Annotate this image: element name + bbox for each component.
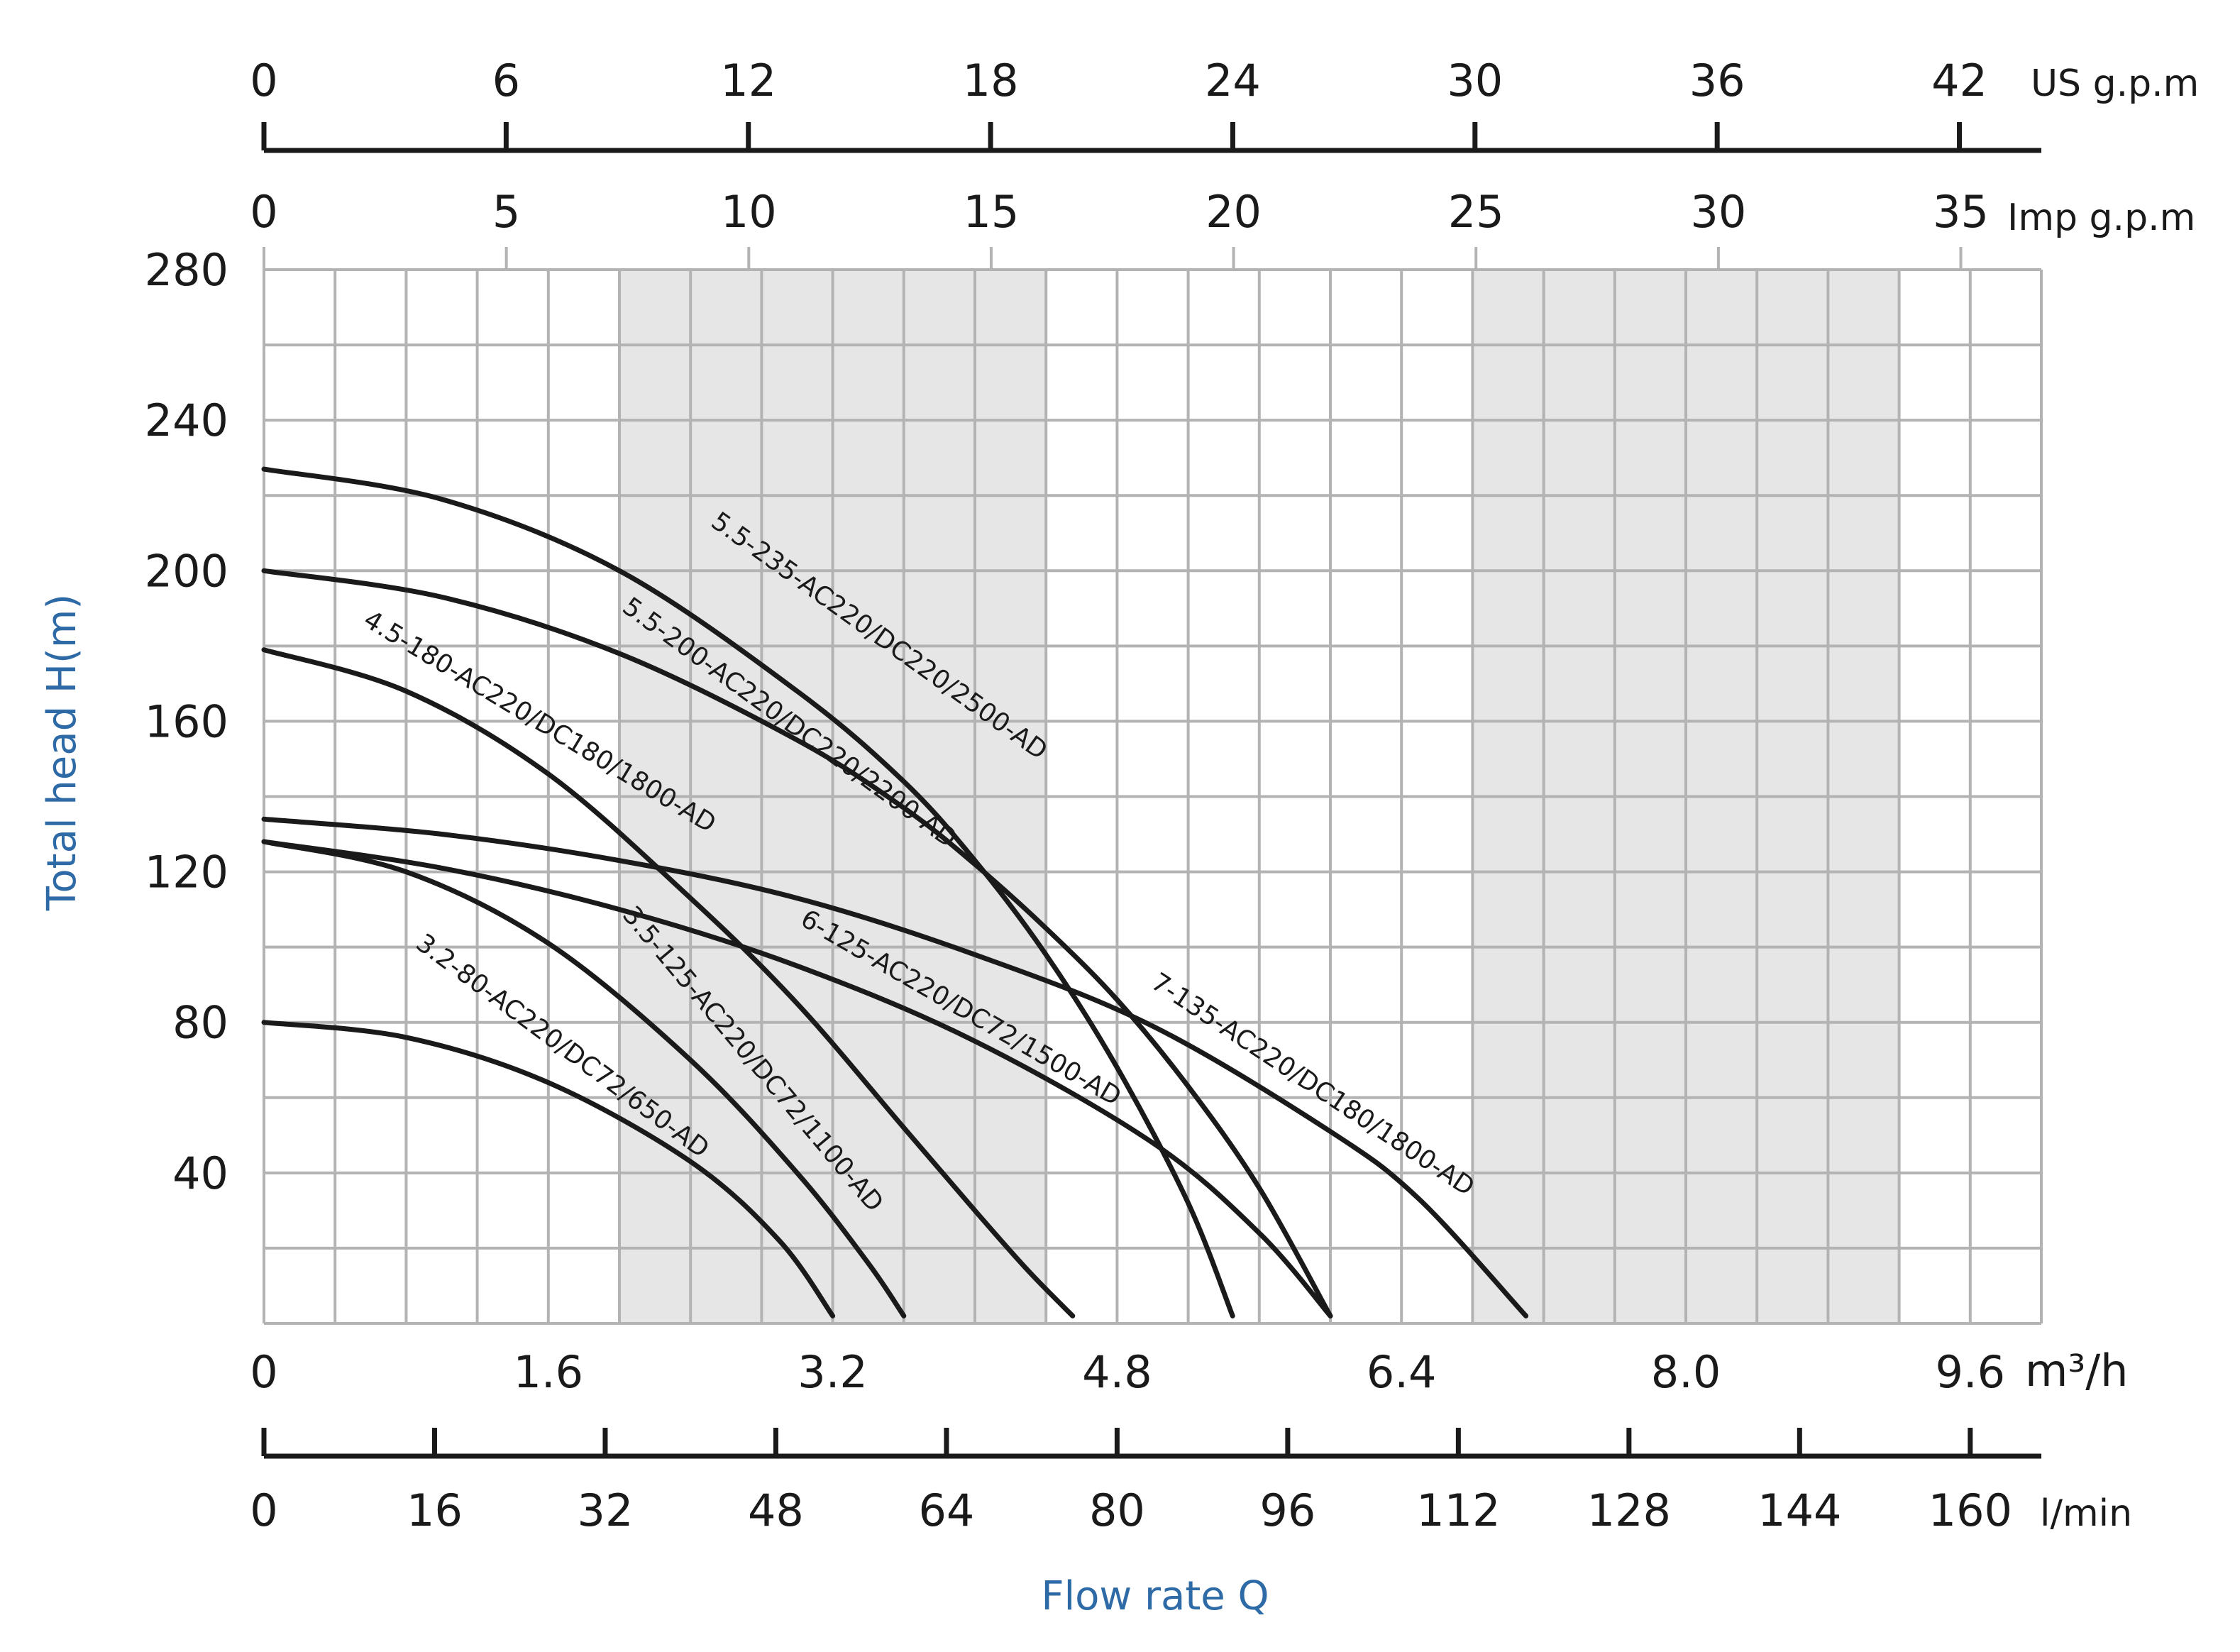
us-gpm-tick-label: 36: [1689, 55, 1745, 106]
y-tick-label: 120: [145, 847, 228, 898]
lmin-tick-label: 96: [1259, 1485, 1315, 1536]
m3h-tick-label: 0: [250, 1346, 277, 1398]
m3h-tick-label: 1.6: [513, 1346, 583, 1398]
us-gpm-tick-label: 12: [720, 55, 776, 106]
us-gpm-tick-label: 18: [963, 55, 1019, 106]
performance-curves: [261, 466, 1529, 1318]
imp-gpm-tick-label: 15: [963, 186, 1019, 238]
axes: [261, 122, 2041, 1459]
y-axis-title: Total head H(m): [39, 594, 85, 912]
lmin-tick-label: 144: [1758, 1485, 1841, 1536]
lmin-tick-label: 32: [578, 1485, 634, 1536]
lmin-tick-label: 0: [250, 1485, 277, 1536]
curve-line: [261, 568, 1333, 1318]
us-gpm-tick-label: 6: [492, 55, 520, 106]
us-gpm-tick-label: 0: [250, 55, 277, 106]
y-tick-label: 40: [172, 1147, 228, 1199]
y-tick-label: 280: [145, 244, 228, 296]
curve-line: [261, 816, 1529, 1318]
imp-gpm-tick-label: 5: [492, 186, 520, 238]
curve-line: [261, 1020, 836, 1318]
us-gpm-tick-label: 42: [1931, 55, 1987, 106]
lmin-tick-label: 128: [1587, 1485, 1671, 1536]
imp-gpm-tick-label: 0: [250, 186, 277, 238]
m3h-unit-label: m³/h: [2025, 1345, 2128, 1397]
y-tick-label: 160: [145, 695, 228, 747]
m3h-tick-label: 3.2: [798, 1346, 868, 1398]
imp-gpm-tick-label: 35: [1933, 186, 1989, 238]
lmin-tick-label: 16: [407, 1485, 463, 1536]
tick-labels: 0 6 12 18 24 30 36 42 US g.p.m 0 5 10 15 20 25 30 35 Imp …: [145, 55, 2200, 1536]
m3h-tick-label: 6.4: [1367, 1346, 1437, 1398]
y-tick-label: 200: [145, 545, 228, 597]
imp-gpm-tick-label: 10: [721, 186, 777, 238]
imp-gpm-tick-label: 25: [1448, 186, 1504, 238]
m3h-tick-label: 4.8: [1082, 1346, 1152, 1398]
imp-gpm-tick-label: 20: [1205, 186, 1262, 238]
imp-gpm-unit-label: Imp g.p.m: [2007, 197, 2195, 239]
m3h-tick-label: 8.0: [1651, 1346, 1721, 1398]
curve-line: [261, 647, 1076, 1318]
curve-line: [261, 466, 1235, 1318]
lmin-tick-label: 80: [1089, 1485, 1145, 1536]
imp-gpm-tick-label: 30: [1690, 186, 1746, 238]
x-axis-title: Flow rate Q: [1041, 1573, 1269, 1619]
lmin-unit-label: l/min: [2040, 1492, 2132, 1535]
curve-line: [261, 839, 1333, 1318]
grid-lines: [263, 268, 2043, 1325]
us-gpm-tick-label: 24: [1205, 55, 1261, 106]
us-gpm-unit-label: US g.p.m: [2031, 62, 2199, 105]
curve-line: [261, 839, 907, 1318]
lmin-tick-label: 48: [748, 1485, 804, 1536]
m3h-tick-label: 9.6: [1935, 1346, 2005, 1398]
y-tick-label: 240: [145, 395, 228, 446]
us-gpm-tick-label: 30: [1447, 55, 1503, 106]
y-tick-label: 80: [172, 997, 228, 1049]
lmin-tick-label: 112: [1416, 1485, 1500, 1536]
lmin-tick-label: 64: [918, 1485, 974, 1536]
lmin-tick-label: 160: [1929, 1485, 2012, 1536]
